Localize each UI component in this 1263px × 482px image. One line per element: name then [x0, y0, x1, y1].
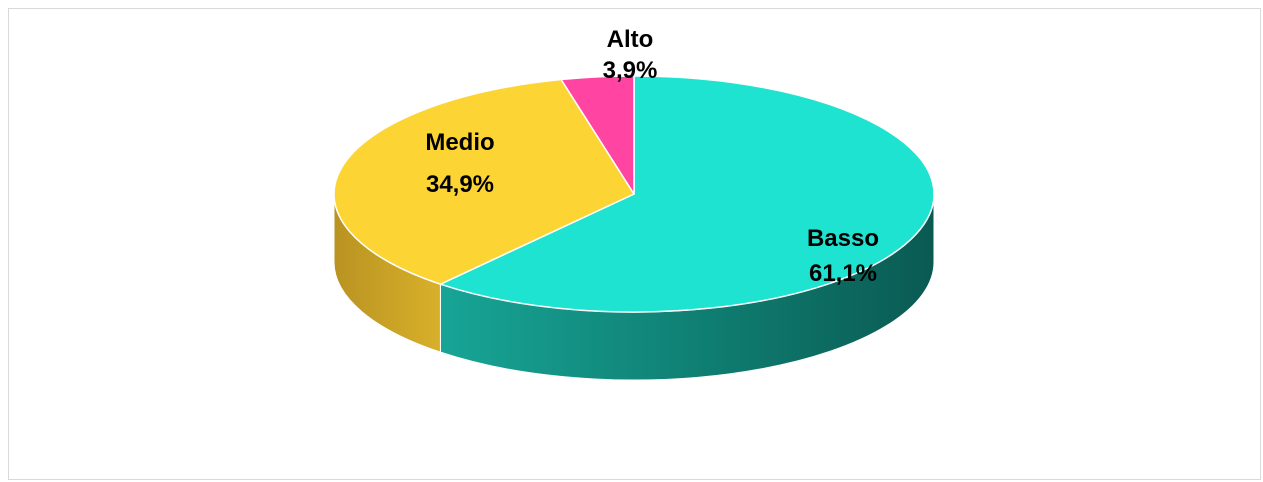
chart-area: Alto 3,9% Medio 34,9% Basso 61,1% [8, 8, 1261, 480]
slice-label-alto-value: 3,9% [603, 57, 658, 84]
pie-slice-alto [560, 75, 635, 195]
slice-label-medio-name: Medio [425, 129, 494, 156]
pie-slice-medio [333, 78, 635, 285]
slice-label-basso-name: Basso [807, 225, 879, 252]
slice-label-basso-value: 61,1% [809, 260, 877, 287]
slice-label-alto-name: Alto [607, 26, 654, 53]
pie-chart: Alto 3,9% Medio 34,9% Basso 61,1% [333, 26, 935, 381]
slice-label-medio-value: 34,9% [426, 171, 494, 198]
pie-slice-basso [439, 75, 935, 313]
